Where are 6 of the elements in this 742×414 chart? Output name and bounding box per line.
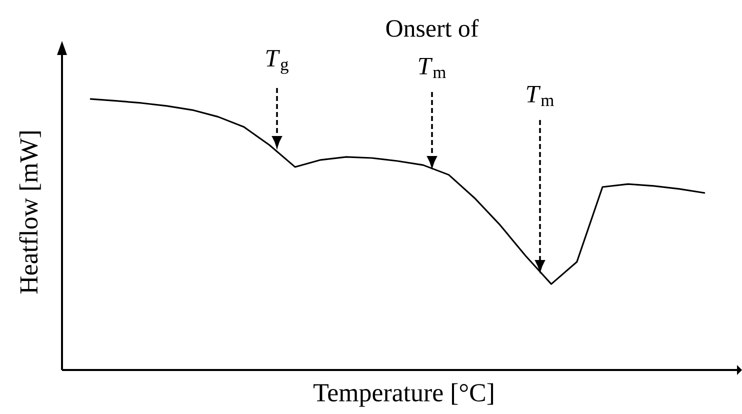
annotation: T$_{m}$ xyxy=(526,86,554,106)
y-axis-title: Heatflow [mW] xyxy=(19,132,41,294)
text: Onsert of xyxy=(386,19,479,37)
text: T$_{m}$ xyxy=(418,58,446,78)
x-axis-title: Temperature [°C] xyxy=(314,383,494,407)
text: T$_{g}$ xyxy=(266,50,288,74)
